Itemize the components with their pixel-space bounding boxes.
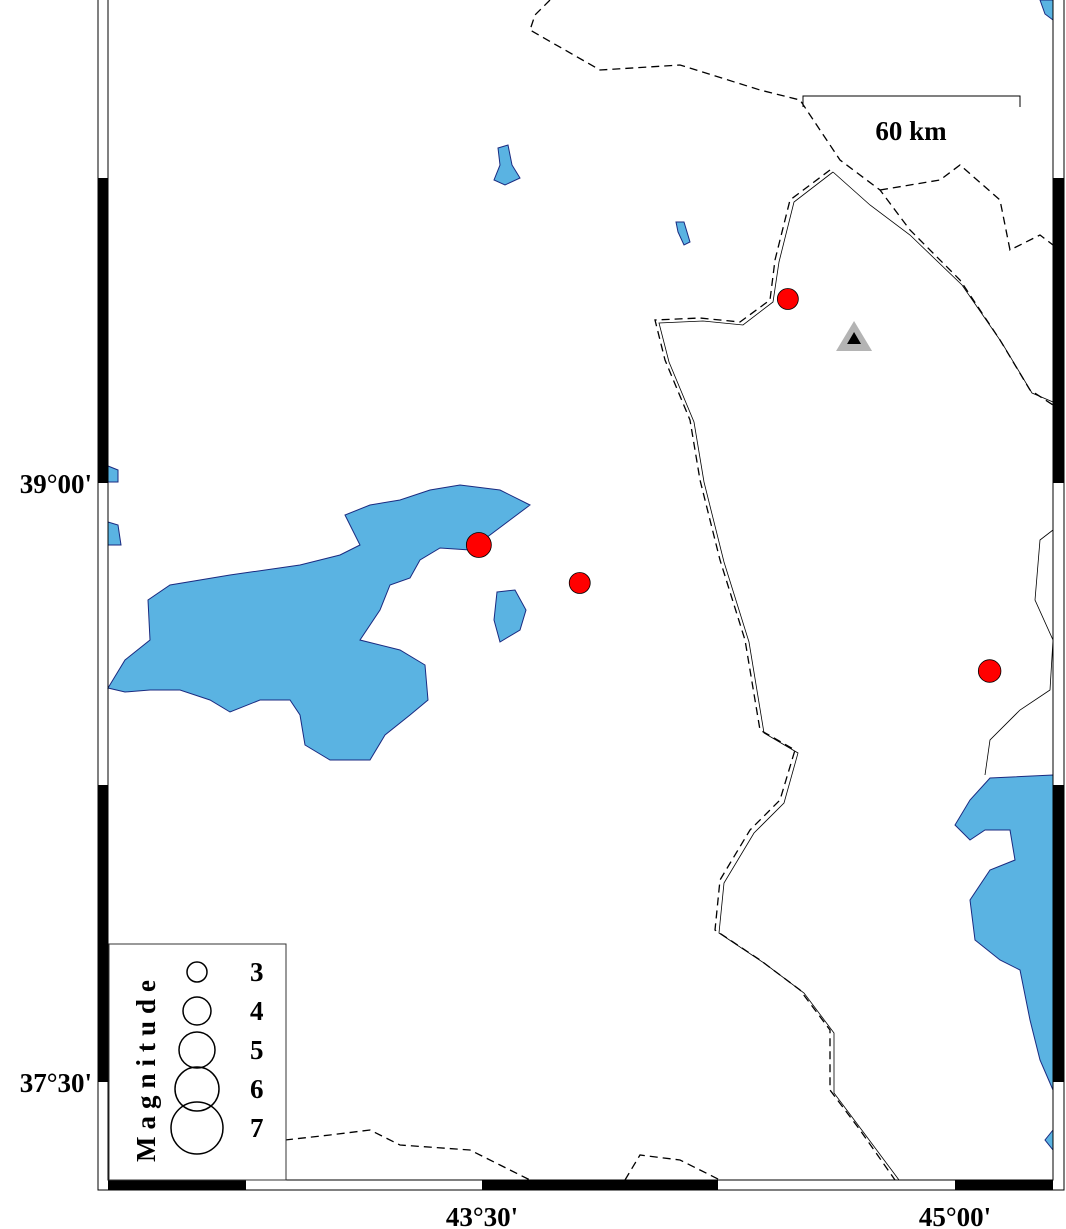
stations-layer [836, 321, 873, 351]
axis-labels: 39°00' 37°30' 43°30' 45°00' [20, 469, 991, 1229]
earthquake-event [465, 532, 492, 558]
border-solid [832, 171, 1054, 403]
earthquake-event [568, 572, 591, 594]
legend-circle [174, 1066, 220, 1112]
legend-circle [178, 1031, 216, 1069]
legend-label: 5 [250, 1035, 264, 1065]
map-frame [97, 0, 1065, 1191]
lake-small [1044, 1128, 1054, 1152]
legend-circle [170, 1101, 224, 1155]
scale-bar-label: 60 km [875, 116, 947, 146]
borders [284, 0, 1054, 1181]
lon-label: 43°30' [446, 1202, 518, 1229]
border-dashed [529, 0, 1054, 406]
scale-bar: 60 km [802, 95, 1021, 146]
scale-bar-line [802, 95, 1021, 107]
border-dashed [624, 1154, 721, 1181]
lake-small [107, 465, 119, 483]
lake-small [107, 521, 122, 546]
legend-circle [182, 996, 212, 1026]
lakes [107, 0, 1054, 1152]
border-dashed [879, 164, 1054, 251]
earthquake-event [977, 659, 1002, 683]
legend-label: 4 [250, 996, 264, 1026]
events-layer [465, 288, 1002, 683]
border-dashed [654, 169, 896, 1181]
lake-small [1039, 0, 1054, 21]
lake-van [107, 484, 531, 761]
legend-title: Magnitude [131, 973, 161, 1162]
lake-urmia [954, 774, 1054, 1091]
legend: Magnitude 3 4 5 6 7 [108, 943, 287, 1181]
border-solid [984, 529, 1054, 776]
lake-small [675, 221, 691, 246]
lake-small [493, 589, 527, 643]
station-triangle-icon [847, 332, 862, 344]
legend-label: 7 [250, 1113, 264, 1143]
lon-label: 45°00' [919, 1202, 991, 1229]
lake-small [493, 144, 521, 186]
legend-box [108, 943, 287, 1181]
lat-label: 37°30' [20, 1068, 92, 1098]
border-solid [658, 171, 900, 1181]
border-dashed [284, 1129, 531, 1181]
legend-circle [186, 961, 208, 983]
legend-label: 6 [250, 1074, 264, 1104]
legend-label: 3 [250, 957, 264, 987]
lat-label: 39°00' [20, 469, 92, 499]
earthquake-event [776, 288, 799, 310]
